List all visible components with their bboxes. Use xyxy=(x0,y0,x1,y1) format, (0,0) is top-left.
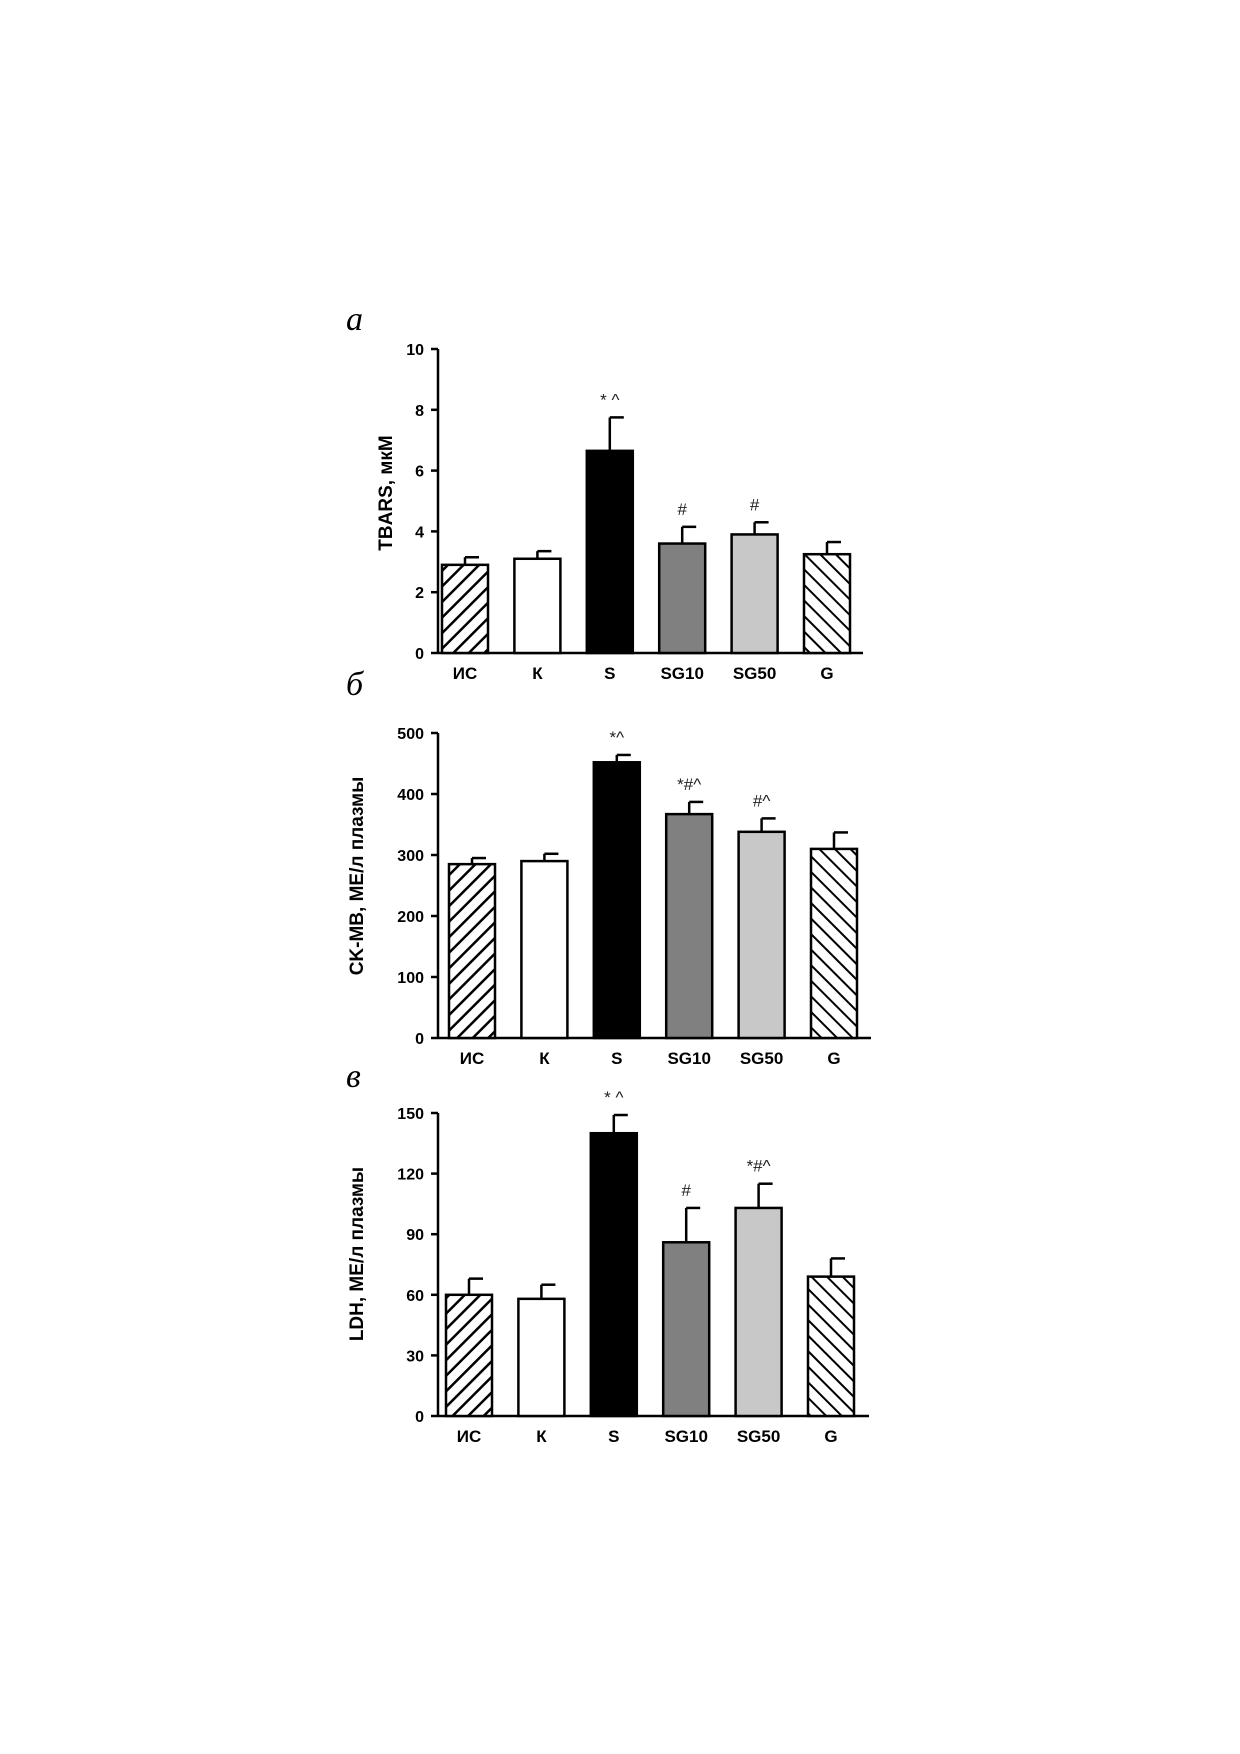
category-label: S xyxy=(608,1427,619,1446)
y-tick-label: 500 xyxy=(397,726,424,743)
y-tick-label: 0 xyxy=(415,1031,424,1048)
bar-a-sg10 xyxy=(657,542,707,655)
category-labels-panel-c: ИС К S SG10 SG50 G xyxy=(457,1427,838,1446)
y-tick-label: 100 xyxy=(397,970,424,987)
category-label: ИС xyxy=(460,1049,485,1068)
category-label: ИС xyxy=(457,1427,482,1446)
y-axis-title-ldh: LDH, МЕ/л плазмы xyxy=(347,1167,368,1341)
significance-labels-panel-a: * ^ # # xyxy=(600,390,760,518)
y-tick-label: 60 xyxy=(406,1288,424,1305)
bar-c-к xyxy=(517,1297,566,1418)
significance-label: #^ xyxy=(753,791,770,810)
significance-labels-panel-c: * ^ # *#^ xyxy=(604,1088,771,1200)
y-axis-title-ckmb: CK-MB, МЕ/л плазмы xyxy=(347,777,368,976)
bar-b-sg50 xyxy=(737,830,786,1040)
y-tick-label: 0 xyxy=(415,1409,424,1426)
category-label: К xyxy=(536,1427,547,1446)
bar-a-s xyxy=(585,449,635,655)
y-tick-label: 400 xyxy=(397,787,424,804)
y-tick-label: 2 xyxy=(415,585,424,602)
y-tick-label: 120 xyxy=(397,1167,424,1184)
bar-a-g xyxy=(802,552,852,655)
error-bars-panel-a xyxy=(463,416,841,565)
category-label: SG10 xyxy=(667,1049,710,1068)
bar-b-sg10 xyxy=(664,812,714,1040)
bar-a-к xyxy=(513,557,562,655)
category-label: SG10 xyxy=(660,664,703,683)
bar-b-к xyxy=(520,859,569,1040)
panel-letter-b: б xyxy=(346,666,365,703)
category-label: SG10 xyxy=(664,1427,707,1446)
axes-panel-a xyxy=(436,349,863,655)
y-tick-label: 150 xyxy=(397,1106,424,1123)
category-labels-panel-a: ИС К S SG10 SG50 G xyxy=(453,664,834,683)
category-label: SG50 xyxy=(740,1049,783,1068)
significance-label: *^ xyxy=(610,728,625,747)
category-label: К xyxy=(532,664,543,683)
category-labels-panel-b: ИС К S SG10 SG50 G xyxy=(460,1049,841,1068)
category-label: G xyxy=(820,664,833,683)
category-label: ИС xyxy=(453,664,478,683)
y-tick-label: 300 xyxy=(397,848,424,865)
bar-c-ис xyxy=(444,1293,494,1418)
significance-label: # xyxy=(681,1181,691,1200)
panel-letter-c: в xyxy=(346,1058,361,1095)
category-label: SG50 xyxy=(733,664,776,683)
category-label: G xyxy=(824,1427,837,1446)
significance-labels-panel-b: *^ *#^ #^ xyxy=(610,728,771,810)
y-tick-label: 0 xyxy=(415,646,424,663)
y-tick-label: 6 xyxy=(415,464,424,481)
bar-c-sg50 xyxy=(734,1206,783,1418)
y-ticks-panel-c: 0 30 60 90 120 150 xyxy=(397,1106,438,1426)
bars-panel-b xyxy=(447,761,859,1040)
error-bars-panel-b xyxy=(470,753,848,865)
bars-panel-a xyxy=(440,449,852,655)
bar-b-ис xyxy=(447,862,497,1040)
axes-panel-c xyxy=(436,1113,869,1418)
category-label: G xyxy=(827,1049,840,1068)
category-label: К xyxy=(539,1049,550,1068)
significance-label: * ^ xyxy=(604,1088,623,1107)
chart-panel-a: а TBARS, мкМ 0 2 4 6 8 10 * ^ # # ИС К S SG10 SG50 G xyxy=(346,301,863,683)
chart-panel-c: в LDH, МЕ/л плазмы 0 30 60 90 120 150 * ^ # *#^… xyxy=(346,1058,869,1446)
y-tick-label: 8 xyxy=(415,403,424,420)
y-tick-label: 4 xyxy=(415,524,424,541)
error-bars-panel-c xyxy=(467,1113,845,1299)
significance-label: *#^ xyxy=(747,1157,771,1176)
significance-label: # xyxy=(750,495,760,514)
bar-b-s xyxy=(592,761,642,1040)
y-ticks-panel-b: 0 100 200 300 400 500 xyxy=(397,726,438,1048)
panel-letter-a: а xyxy=(346,301,363,338)
bar-c-s xyxy=(589,1131,639,1418)
bar-a-sg50 xyxy=(730,533,779,655)
axes-panel-b xyxy=(436,733,871,1040)
chart-panel-b: б CK-MB, МЕ/л плазмы 0 100 200 300 400 500 *^… xyxy=(346,666,871,1068)
y-tick-label: 90 xyxy=(406,1227,424,1244)
category-label: S xyxy=(611,1049,622,1068)
bar-b-g xyxy=(809,847,859,1040)
y-tick-label: 30 xyxy=(406,1348,424,1365)
significance-label: *#^ xyxy=(677,775,701,794)
bar-c-sg10 xyxy=(661,1241,711,1418)
bar-c-g xyxy=(806,1275,856,1418)
category-label: S xyxy=(604,664,615,683)
category-label: SG50 xyxy=(737,1427,780,1446)
y-axis-title-tbars: TBARS, мкМ xyxy=(376,435,397,550)
bar-a-ис xyxy=(440,563,490,655)
significance-label: # xyxy=(677,500,687,519)
significance-label: * ^ xyxy=(600,390,619,409)
y-tick-label: 10 xyxy=(406,342,424,359)
y-ticks-panel-a: 0 2 4 6 8 10 xyxy=(406,342,438,663)
bars-panel-c xyxy=(444,1131,856,1418)
y-tick-label: 200 xyxy=(397,909,424,926)
